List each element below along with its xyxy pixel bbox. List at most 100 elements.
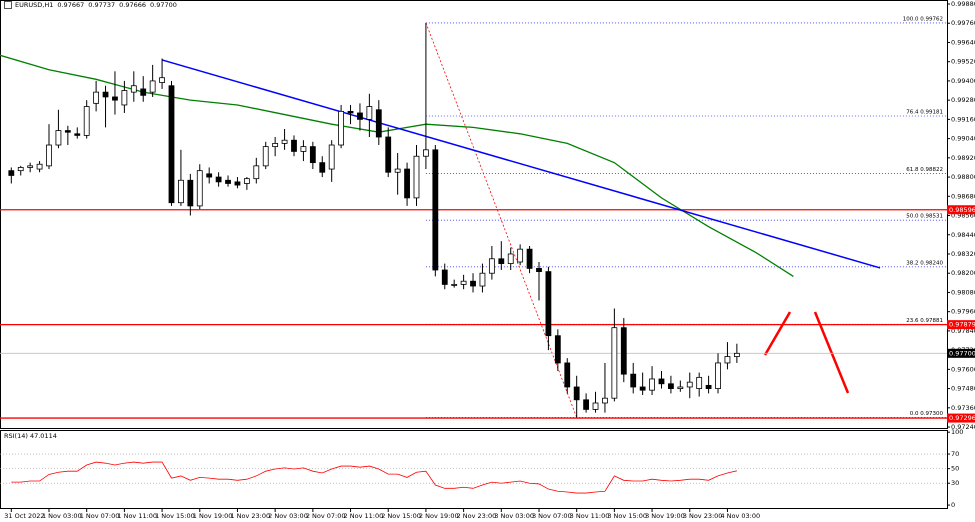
candle-body: [291, 139, 297, 152]
candle-body: [121, 90, 128, 106]
rsi-line: [11, 461, 737, 494]
x-tick-label: 1 Nov 23:00: [230, 512, 270, 520]
candle-body: [130, 85, 137, 93]
rsi-y-tick-label: 100: [951, 428, 963, 436]
rsi-y-tick-label: 70: [951, 450, 959, 458]
candle-body: [611, 327, 618, 399]
candle-body: [724, 356, 731, 364]
candle-body: [102, 91, 109, 98]
candle-body: [93, 91, 100, 104]
header-price: 0.97667: [57, 1, 85, 9]
candle-body: [234, 181, 241, 186]
candle-body: [526, 248, 533, 269]
fib-label: 76.4 0.99181: [906, 110, 943, 116]
candle-body: [668, 383, 674, 389]
candle-body: [253, 165, 260, 180]
level-label-box: [947, 205, 975, 215]
x-tick-label: 3 Nov 03:00: [494, 512, 534, 520]
candle-body: [432, 149, 439, 271]
candle-body: [658, 378, 665, 385]
candle-body: [715, 362, 721, 389]
candle-body: [507, 253, 514, 264]
x-tick-label: 3 Nov 15:00: [607, 512, 647, 520]
candle-body: [366, 106, 373, 120]
x-tick-label: 4 Nov 03:00: [720, 512, 760, 520]
candle-body: [705, 384, 712, 389]
candle-body: [733, 352, 740, 357]
candle-body: [488, 258, 495, 274]
candle-body: [64, 130, 71, 133]
fib-label: 61.8 0.98822: [906, 167, 943, 173]
candle-body: [620, 327, 627, 375]
candle-body: [564, 362, 571, 388]
candle-body: [545, 271, 552, 337]
x-tick-label: 1 Nov 03:00: [42, 512, 82, 520]
candle-body: [451, 284, 458, 286]
candle-body: [74, 133, 81, 136]
candle-body: [225, 179, 231, 184]
candle-body: [112, 96, 118, 101]
symbol: EURUSD,H1: [15, 1, 54, 9]
current-price-box: [947, 348, 975, 358]
candle-body: [498, 258, 505, 264]
fib-diagonal: [425, 22, 578, 418]
candle-body: [517, 248, 524, 263]
candle-body: [159, 77, 165, 83]
projection-down: [813, 311, 850, 394]
x-tick-label: 2 Nov 03:00: [268, 512, 308, 520]
candle-body: [338, 110, 345, 146]
candle-body: [602, 397, 608, 404]
candle-body: [592, 402, 599, 410]
candle-body: [677, 386, 684, 389]
fib-label: 38.2 0.98240: [906, 260, 943, 266]
candle-body: [8, 170, 15, 176]
candle-body: [55, 130, 62, 146]
candle-body: [554, 335, 561, 364]
x-tick-label: 3 Nov 23:00: [683, 512, 723, 520]
fib-label: 23.6 0.97881: [906, 318, 943, 324]
candle-body: [385, 136, 392, 173]
candle-body: [83, 106, 90, 136]
level-label: 0.97879: [949, 321, 975, 329]
x-tick-label: 2 Nov 23:00: [457, 512, 497, 520]
x-tick-label: 1 Nov 11:00: [117, 512, 157, 520]
candle-body: [215, 176, 222, 183]
candle-body: [149, 80, 156, 93]
candle-body: [281, 139, 288, 144]
candle-body: [639, 386, 646, 391]
candle-body: [196, 170, 203, 207]
moving-average: [0, 54, 794, 277]
level-label: 0.97296: [949, 414, 975, 422]
candle-body: [394, 168, 401, 173]
header-price: 0.97737: [88, 1, 116, 9]
candle-body: [46, 144, 52, 167]
candle-body: [36, 163, 43, 170]
header-price: 0.97700: [150, 1, 177, 9]
x-tick-label: 31 Oct 2022: [4, 512, 44, 520]
candle-body: [375, 109, 382, 138]
x-tick-label: 1 Nov 19:00: [193, 512, 233, 520]
rsi-y-tick-label: 0: [951, 501, 955, 509]
candle-body: [413, 155, 420, 199]
candle-body: [460, 280, 467, 285]
candle-body: [206, 173, 213, 178]
header-price: 0.97666: [119, 1, 147, 9]
fib-label: 0.0 0.97300: [910, 411, 944, 417]
candle-body: [243, 178, 250, 184]
candle-body: [27, 165, 34, 168]
